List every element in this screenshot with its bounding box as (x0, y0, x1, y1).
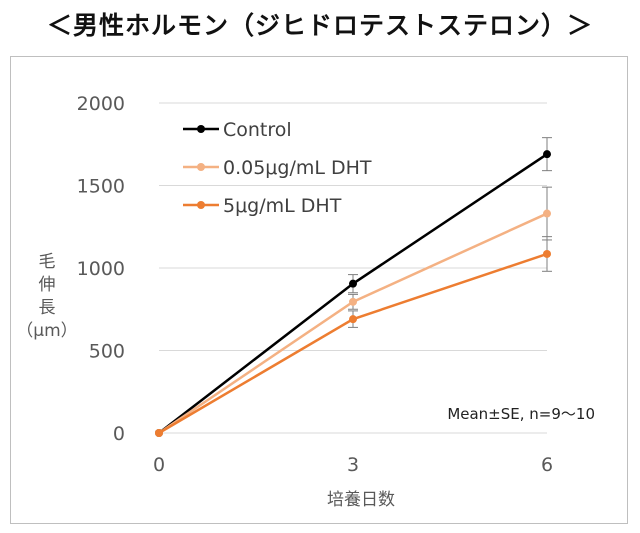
chart-frame: 0 500 1000 1500 2000 0 3 6 Control 0.05μg/mL DH… (10, 56, 628, 524)
x-tick-labels: 0 3 6 (153, 454, 553, 476)
series (155, 137, 552, 437)
y-axis-title-line: 伸 (39, 275, 56, 295)
data-point (543, 150, 551, 159)
legend-marker (197, 125, 205, 133)
y-axis-title-line: （μm） (16, 321, 77, 341)
y-axis-title: 毛伸長 （μm） (16, 252, 77, 341)
page-title: ＜男性ホルモン（ジヒドロテストステロン）＞ (46, 11, 593, 40)
line-chart: 0 500 1000 1500 2000 0 3 6 Control 0.05μg/mL DH… (16, 93, 595, 510)
data-point (349, 279, 357, 288)
legend-label: 0.05μg/mL DHT (223, 157, 372, 179)
legend-label: 5μg/mL DHT (223, 195, 342, 217)
x-axis-title: 培養日数 (327, 490, 395, 510)
series (155, 236, 552, 437)
y-tick-label: 1500 (77, 176, 125, 198)
legend-label: Control (223, 119, 292, 141)
series-group (155, 137, 552, 437)
y-tick-label: 2000 (77, 93, 125, 115)
y-tick-labels: 0 500 1000 1500 2000 (77, 93, 125, 445)
y-axis-title-line: 長 (39, 298, 56, 318)
data-point (349, 297, 357, 306)
data-point (543, 249, 551, 258)
x-tick-label: 0 (153, 454, 165, 476)
y-tick-label: 500 (89, 341, 125, 363)
x-tick-label: 3 (347, 454, 359, 476)
legend-marker (197, 163, 205, 171)
y-tick-label: 0 (113, 423, 125, 445)
legend: Control 0.05μg/mL DHT 5μg/mL DHT (183, 119, 372, 217)
annotation-text: Mean±SE, n=9～10 (447, 405, 595, 423)
data-point (349, 315, 357, 324)
legend-item: 5μg/mL DHT (183, 195, 342, 217)
legend-item: 0.05μg/mL DHT (183, 157, 372, 179)
y-axis-title-line: 毛 (39, 252, 56, 272)
data-point (155, 429, 163, 437)
series (155, 186, 552, 437)
data-point (543, 209, 551, 218)
series-line (158, 153, 548, 434)
x-tick-label: 6 (541, 454, 553, 476)
gridlines (159, 102, 547, 434)
legend-item: Control (183, 119, 292, 141)
y-tick-label: 1000 (77, 258, 125, 280)
legend-marker (197, 201, 205, 209)
